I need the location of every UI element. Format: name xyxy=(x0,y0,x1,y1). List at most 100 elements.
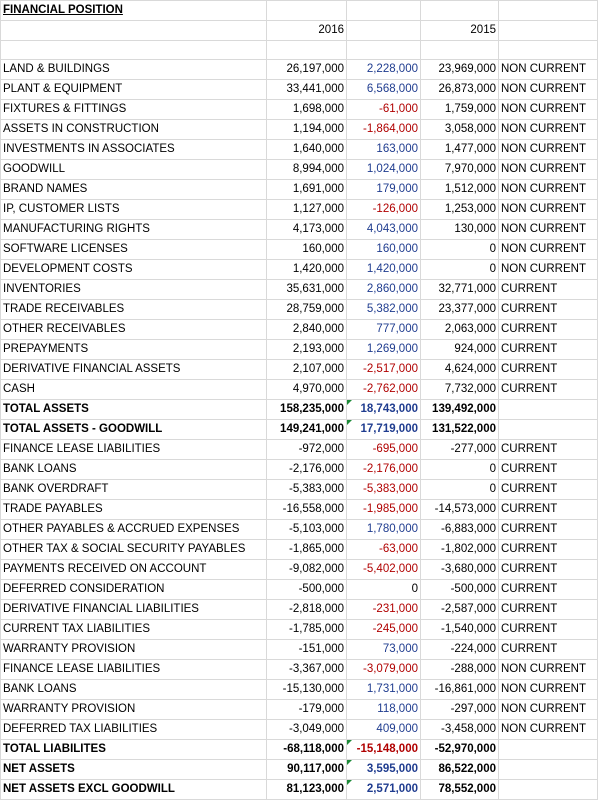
variance-cell[interactable]: -2,517,000 xyxy=(346,359,421,380)
classification-cell[interactable]: CURRENT xyxy=(498,279,598,300)
row-label-cell[interactable]: NET ASSETS EXCL GOODWILL xyxy=(0,779,267,800)
variance-cell[interactable]: -126,000 xyxy=(346,199,421,220)
value-2016-cell[interactable]: -2,818,000 xyxy=(266,599,347,620)
value-2015-cell[interactable]: 7,732,000 xyxy=(420,379,499,400)
empty-cell[interactable] xyxy=(498,20,598,41)
value-2016-cell[interactable]: 4,173,000 xyxy=(266,219,347,240)
value-2016-cell[interactable]: 90,117,000 xyxy=(266,759,347,780)
variance-cell[interactable]: -63,000 xyxy=(346,539,421,560)
row-label-cell[interactable]: WARRANTY PROVISION xyxy=(0,639,267,660)
empty-cell[interactable] xyxy=(346,20,421,41)
value-2016-cell[interactable]: -1,865,000 xyxy=(266,539,347,560)
value-2015-cell[interactable]: -1,802,000 xyxy=(420,539,499,560)
classification-cell[interactable]: CURRENT xyxy=(498,639,598,660)
row-label-cell[interactable]: OTHER PAYABLES & ACCRUED EXPENSES xyxy=(0,519,267,540)
value-2015-cell[interactable]: 1,512,000 xyxy=(420,179,499,200)
classification-cell[interactable]: NON CURRENT xyxy=(498,179,598,200)
classification-cell[interactable]: NON CURRENT xyxy=(498,679,598,700)
classification-cell[interactable]: NON CURRENT xyxy=(498,719,598,740)
row-label-cell[interactable]: ASSETS IN CONSTRUCTION xyxy=(0,119,267,140)
value-2015-cell[interactable]: 0 xyxy=(420,259,499,280)
row-label-cell[interactable]: LAND & BUILDINGS xyxy=(0,59,267,80)
value-2015-cell[interactable]: -14,573,000 xyxy=(420,499,499,520)
value-2015-cell[interactable]: 32,771,000 xyxy=(420,279,499,300)
value-2016-cell[interactable]: -3,049,000 xyxy=(266,719,347,740)
value-2015-cell[interactable]: 0 xyxy=(420,479,499,500)
value-2016-cell[interactable]: 8,994,000 xyxy=(266,159,347,180)
empty-cell[interactable] xyxy=(498,0,598,21)
variance-cell[interactable]: -15,148,000 xyxy=(346,739,421,760)
classification-cell[interactable] xyxy=(498,419,598,440)
variance-cell[interactable]: 1,420,000 xyxy=(346,259,421,280)
value-2016-cell[interactable]: -179,000 xyxy=(266,699,347,720)
value-2016-cell[interactable]: -16,558,000 xyxy=(266,499,347,520)
row-label-cell[interactable]: FIXTURES & FITTINGS xyxy=(0,99,267,120)
empty-cell[interactable] xyxy=(346,40,421,60)
variance-cell[interactable]: -2,762,000 xyxy=(346,379,421,400)
value-2015-cell[interactable]: 0 xyxy=(420,459,499,480)
classification-cell[interactable]: NON CURRENT xyxy=(498,199,598,220)
variance-cell[interactable]: -3,079,000 xyxy=(346,659,421,680)
value-2016-cell[interactable]: 2,840,000 xyxy=(266,319,347,340)
empty-cell[interactable] xyxy=(420,40,499,60)
value-2015-cell[interactable]: 23,969,000 xyxy=(420,59,499,80)
variance-cell[interactable]: 18,743,000 xyxy=(346,399,421,420)
variance-cell[interactable]: 160,000 xyxy=(346,239,421,260)
value-2015-cell[interactable]: -6,883,000 xyxy=(420,519,499,540)
row-label-cell[interactable]: DEFERRED TAX LIABILITIES xyxy=(0,719,267,740)
classification-cell[interactable]: NON CURRENT xyxy=(498,119,598,140)
row-label-cell[interactable]: INVESTMENTS IN ASSOCIATES xyxy=(0,139,267,160)
value-2016-cell[interactable]: -5,103,000 xyxy=(266,519,347,540)
value-2015-cell[interactable]: 0 xyxy=(420,239,499,260)
classification-cell[interactable]: CURRENT xyxy=(498,559,598,580)
value-2016-cell[interactable]: -15,130,000 xyxy=(266,679,347,700)
variance-cell[interactable]: 179,000 xyxy=(346,179,421,200)
variance-cell[interactable]: -61,000 xyxy=(346,99,421,120)
value-2016-cell[interactable]: 160,000 xyxy=(266,239,347,260)
row-label-cell[interactable]: BANK LOANS xyxy=(0,679,267,700)
classification-cell[interactable] xyxy=(498,739,598,760)
value-2015-cell[interactable]: -52,970,000 xyxy=(420,739,499,760)
variance-cell[interactable]: -245,000 xyxy=(346,619,421,640)
row-label-cell[interactable]: NET ASSETS xyxy=(0,759,267,780)
classification-cell[interactable]: CURRENT xyxy=(498,379,598,400)
value-2015-cell[interactable]: 1,253,000 xyxy=(420,199,499,220)
classification-cell[interactable]: NON CURRENT xyxy=(498,259,598,280)
classification-cell[interactable] xyxy=(498,399,598,420)
row-label-cell[interactable]: IP, CUSTOMER LISTS xyxy=(0,199,267,220)
variance-cell[interactable]: 409,000 xyxy=(346,719,421,740)
row-label-cell[interactable]: PLANT & EQUIPMENT xyxy=(0,79,267,100)
variance-cell[interactable]: 1,024,000 xyxy=(346,159,421,180)
value-2015-cell[interactable]: -16,861,000 xyxy=(420,679,499,700)
empty-cell[interactable] xyxy=(420,0,499,21)
classification-cell[interactable]: NON CURRENT xyxy=(498,659,598,680)
row-label-cell[interactable]: SOFTWARE LICENSES xyxy=(0,239,267,260)
classification-cell[interactable]: NON CURRENT xyxy=(498,699,598,720)
row-label-cell[interactable]: PAYMENTS RECEIVED ON ACCOUNT xyxy=(0,559,267,580)
value-2015-cell[interactable]: 1,759,000 xyxy=(420,99,499,120)
row-label-cell[interactable]: BRAND NAMES xyxy=(0,179,267,200)
value-2015-cell[interactable]: -277,000 xyxy=(420,439,499,460)
value-2015-cell[interactable]: 4,624,000 xyxy=(420,359,499,380)
value-2015-cell[interactable]: -224,000 xyxy=(420,639,499,660)
value-2016-cell[interactable]: 1,698,000 xyxy=(266,99,347,120)
variance-cell[interactable]: -5,402,000 xyxy=(346,559,421,580)
value-2016-cell[interactable]: -500,000 xyxy=(266,579,347,600)
classification-cell[interactable]: CURRENT xyxy=(498,579,598,600)
year-2016-header[interactable]: 2016 xyxy=(266,20,347,41)
classification-cell[interactable]: CURRENT xyxy=(498,599,598,620)
row-label-cell[interactable]: CASH xyxy=(0,379,267,400)
value-2015-cell[interactable]: -500,000 xyxy=(420,579,499,600)
row-label-cell[interactable]: DERIVATIVE FINANCIAL LIABILITIES xyxy=(0,599,267,620)
value-2016-cell[interactable]: 1,691,000 xyxy=(266,179,347,200)
row-label-cell[interactable]: PREPAYMENTS xyxy=(0,339,267,360)
row-label-cell[interactable]: TOTAL LIABILITES xyxy=(0,739,267,760)
value-2015-cell[interactable]: 78,552,000 xyxy=(420,779,499,800)
empty-cell[interactable] xyxy=(266,40,347,60)
classification-cell[interactable]: NON CURRENT xyxy=(498,239,598,260)
variance-cell[interactable]: 2,571,000 xyxy=(346,779,421,800)
variance-cell[interactable]: -695,000 xyxy=(346,439,421,460)
empty-cell[interactable] xyxy=(0,20,267,41)
variance-cell[interactable]: 1,269,000 xyxy=(346,339,421,360)
classification-cell[interactable]: CURRENT xyxy=(498,619,598,640)
